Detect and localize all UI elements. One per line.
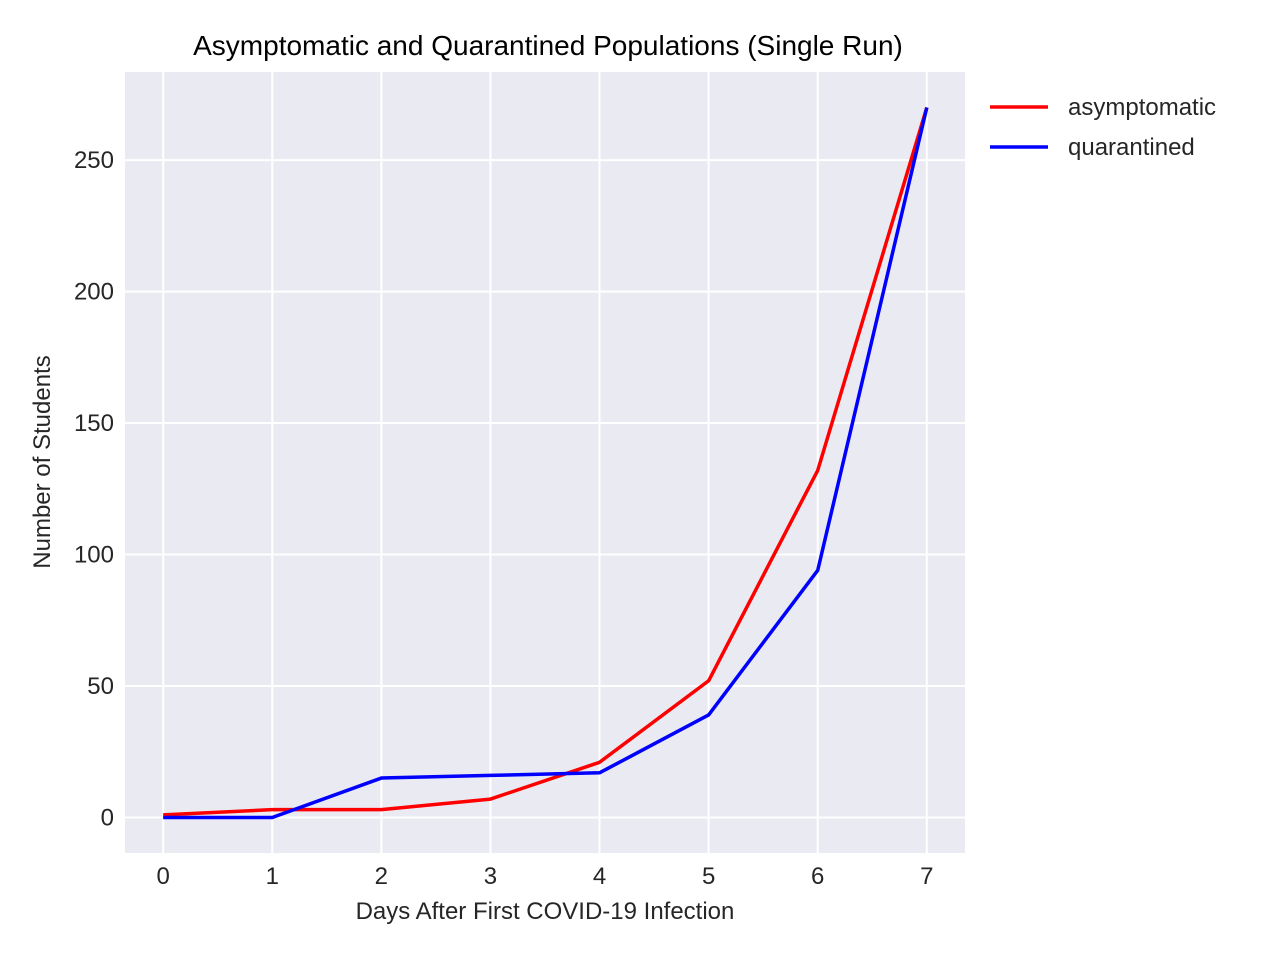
x-tick-label: 7 [920, 863, 933, 890]
series-lines [163, 106, 929, 820]
series-line-quarantined [163, 107, 929, 820]
x-tick-label: 0 [157, 863, 170, 890]
chart-title: Asymptomatic and Quarantined Populations… [193, 30, 903, 61]
x-tick-labels: 0 1 2 3 4 5 6 7 [157, 863, 934, 890]
x-tick-label: 6 [811, 863, 824, 890]
y-tick-label: 100 [74, 542, 114, 569]
y-axis-label: Number of Students [29, 355, 56, 568]
legend-label-quarantined: quarantined [1068, 134, 1195, 161]
y-tick-label: 0 [101, 805, 114, 832]
y-tick-label: 50 [87, 673, 114, 700]
x-tick-label: 1 [266, 863, 279, 890]
x-tick-label: 2 [375, 863, 388, 890]
x-tick-label: 3 [484, 863, 497, 890]
y-tick-labels: 0 50 100 150 200 250 [74, 147, 114, 831]
x-tick-label: 5 [702, 863, 715, 890]
x-axis-label: Days After First COVID-19 Infection [356, 898, 735, 925]
legend: asymptomatic quarantined [990, 94, 1216, 161]
y-tick-label: 250 [74, 147, 114, 174]
x-tick-label: 4 [593, 863, 606, 890]
legend-label-asymptomatic: asymptomatic [1068, 94, 1216, 121]
gridlines [125, 72, 965, 853]
y-tick-label: 200 [74, 279, 114, 306]
plot-area [125, 72, 965, 853]
y-tick-label: 150 [74, 410, 114, 437]
